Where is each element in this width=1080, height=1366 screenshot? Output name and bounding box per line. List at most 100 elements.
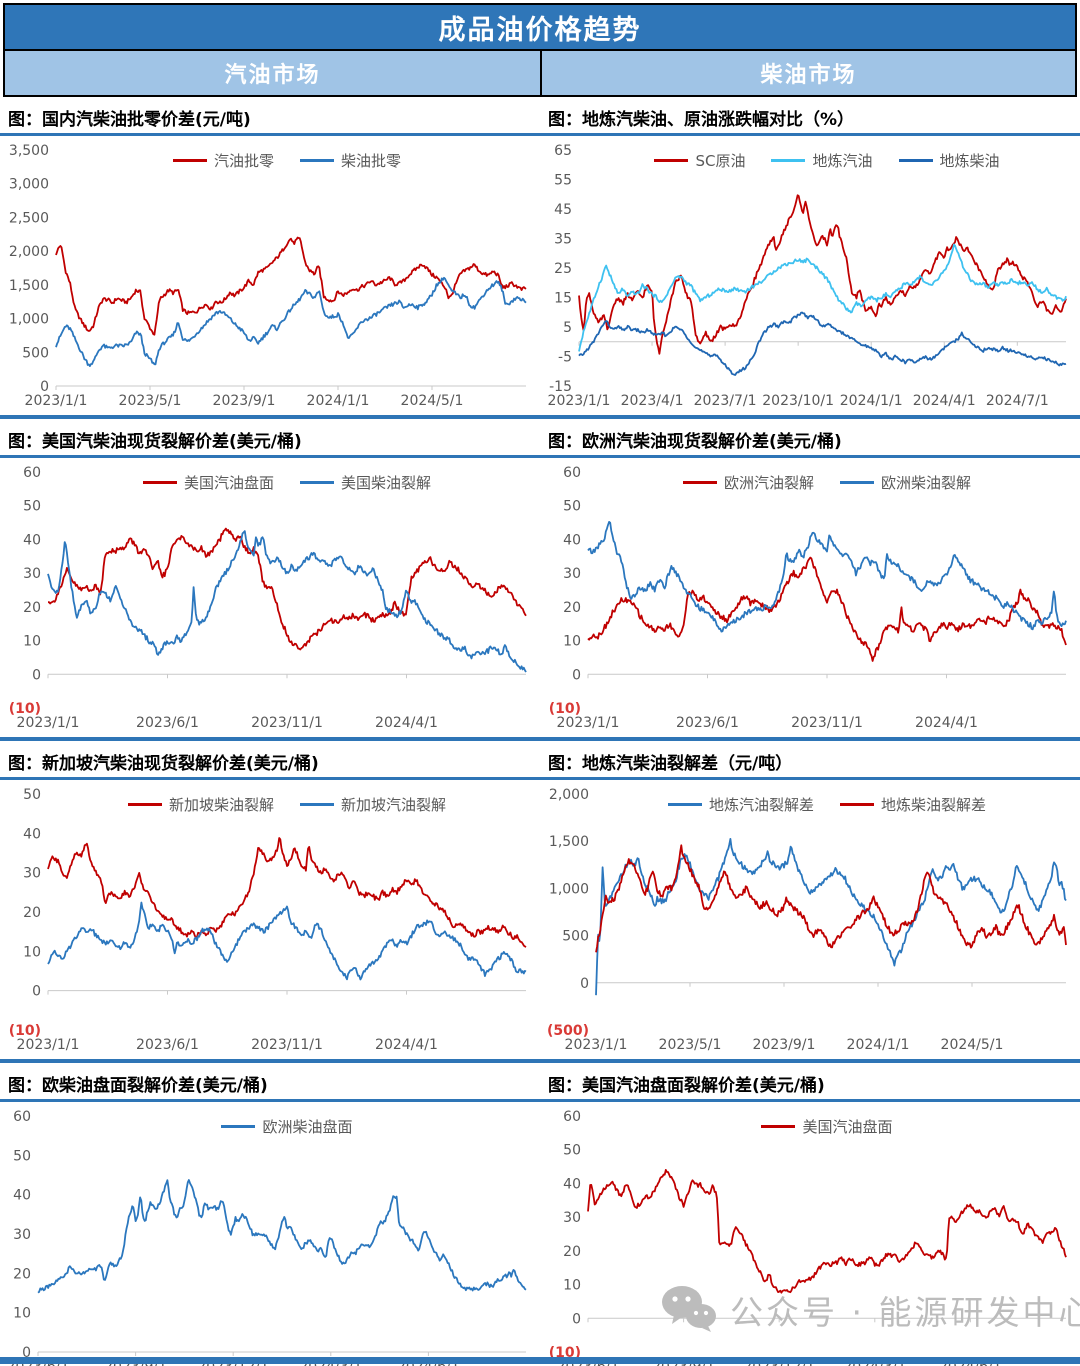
svg-text:55: 55: [554, 173, 572, 189]
svg-text:65: 65: [554, 143, 572, 159]
svg-text:1,500: 1,500: [9, 278, 49, 294]
svg-text:2024/4/1: 2024/4/1: [375, 1037, 438, 1053]
svg-text:60: 60: [23, 465, 41, 481]
series-line-柴油批零: [55, 276, 527, 367]
svg-text:5: 5: [563, 320, 572, 336]
svg-text:60: 60: [13, 1109, 31, 1125]
svg-text:1,500: 1,500: [549, 834, 589, 850]
svg-text:2023/10/1: 2023/10/1: [762, 393, 834, 409]
chart-canvas: (10) 0 10 20 30 40 50 60 2023/1/1 2023/6/1 2023/11…: [549, 465, 1067, 731]
svg-text:10: 10: [563, 1278, 581, 1294]
chart-title-europe-diesel-futures-crack: 图：欧柴油盘面裂解价差(美元/桶): [8, 1076, 268, 1096]
series-line-美国汽油盘面: [48, 527, 527, 651]
series-line-美国汽油盘面: [587, 1169, 1067, 1294]
series-line-美国柴油裂解: [47, 530, 527, 673]
svg-text:2024/4/1: 2024/4/1: [915, 715, 978, 731]
svg-text:2023/7/1: 2023/7/1: [694, 393, 757, 409]
svg-text:30: 30: [23, 866, 41, 882]
series-line-地炼柴油: [578, 311, 1067, 376]
svg-text:2023/6/1: 2023/6/1: [136, 715, 199, 731]
svg-text:20: 20: [13, 1266, 31, 1282]
x-axis-labels: 2023/1/1 2023/4/1 2023/7/1 2023/10/1 2024/1/…: [548, 393, 1049, 409]
svg-text:0: 0: [32, 984, 41, 1000]
svg-text:50: 50: [23, 787, 41, 803]
series-line-欧洲柴油裂解: [587, 521, 1067, 633]
svg-text:2023/6/1: 2023/6/1: [136, 1037, 199, 1053]
svg-text:(10): (10): [9, 1023, 41, 1039]
svg-text:2023/9/1: 2023/9/1: [753, 1037, 816, 1053]
svg-text:30: 30: [563, 566, 581, 582]
svg-text:0: 0: [580, 976, 589, 992]
svg-text:2024/7/1: 2024/7/1: [986, 393, 1049, 409]
svg-text:2023/1/1: 2023/1/1: [565, 1037, 628, 1053]
svg-text:20: 20: [23, 905, 41, 921]
diesel-market-header: 柴油市场: [540, 51, 1075, 95]
svg-text:45: 45: [554, 202, 572, 218]
svg-text:2023/1/1: 2023/1/1: [557, 715, 620, 731]
svg-text:2023/6/1: 2023/6/1: [676, 715, 739, 731]
svg-text:2023/5/1: 2023/5/1: [659, 1037, 722, 1053]
y-axis-labels: (10) 0 10 20 30 40 50 60: [549, 465, 581, 717]
svg-text:(500): (500): [547, 1023, 589, 1039]
svg-text:25: 25: [554, 261, 572, 277]
svg-text:40: 40: [13, 1188, 31, 1204]
x-axis-labels: 2023/1/1 2023/5/1 2023/9/1 2024/1/1 2024/5/1: [565, 1037, 1004, 1053]
chart-title-domestic-wholesale-retail-spread: 图：国内汽柴油批零价差(元/吨): [8, 110, 251, 130]
chart-refinery-crack-spread: (500) 0 500 1,000 1,500 2,000 2023/1/1 2023/5/1…: [540, 780, 1080, 1056]
svg-text:2023/5/1: 2023/5/1: [119, 393, 182, 409]
svg-text:50: 50: [563, 1143, 581, 1159]
chart-title-refinery-crude-change-comparison: 图：地炼汽柴油、原油涨跌幅对比（%）: [548, 110, 855, 130]
series-line-地炼柴油裂解差: [595, 844, 1067, 953]
svg-text:50: 50: [13, 1148, 31, 1164]
svg-text:2,500: 2,500: [9, 210, 49, 226]
report-header: 成品油价格趋势 汽油市场 柴油市场: [3, 3, 1077, 97]
series-line-欧洲柴油盘面: [37, 1179, 527, 1294]
svg-text:0: 0: [32, 667, 41, 683]
market-header-row: 汽油市场 柴油市场: [5, 51, 1075, 95]
svg-text:2,000: 2,000: [9, 244, 49, 260]
svg-text:10: 10: [23, 944, 41, 960]
x-axis-labels: 2023/1/1 2023/6/1 2023/11/1 2024/4/1: [557, 715, 978, 731]
svg-text:40: 40: [563, 532, 581, 548]
svg-text:(10): (10): [9, 701, 41, 717]
svg-text:2023/1/1: 2023/1/1: [548, 393, 611, 409]
svg-text:40: 40: [23, 826, 41, 842]
chart-canvas: 0 500 1,000 1,500 2,000 2,500 3,000 3,500 2023/1…: [9, 143, 527, 409]
chart-row-3-titles: 图：新加坡汽柴油现货裂解价差(美元/桶) 图：地炼汽柴油裂解差（元/吨）: [0, 741, 1080, 780]
chart-canvas: -15 -5 5 15 25 35 45 55 65 2023/1/1 2023/4/1 2023/7…: [548, 143, 1067, 409]
chart-europe-spot-crack-spread: (10) 0 10 20 30 40 50 60 2023/1/1 2023/6/1 2023/11…: [540, 458, 1080, 734]
svg-text:30: 30: [563, 1210, 581, 1226]
svg-text:0: 0: [572, 1311, 581, 1327]
svg-text:20: 20: [563, 1244, 581, 1260]
chart-title-refinery-crack-spread: 图：地炼汽柴油裂解差（元/吨）: [548, 754, 793, 774]
svg-text:2024/4/1: 2024/4/1: [913, 393, 976, 409]
chart-title-singapore-spot-crack-spread: 图：新加坡汽柴油现货裂解价差(美元/桶): [8, 754, 319, 774]
svg-text:500: 500: [562, 929, 589, 945]
svg-text:2023/11/1: 2023/11/1: [251, 715, 323, 731]
chart-canvas: (10)01020304050602023/6/12023/9/12023/12…: [549, 1109, 1067, 1366]
chart-row-3: 图：新加坡汽柴油现货裂解价差(美元/桶) 图：地炼汽柴油裂解差（元/吨） (10…: [0, 737, 1080, 1056]
series-line-新加坡柴油裂解: [47, 837, 527, 948]
svg-text:20: 20: [23, 600, 41, 616]
svg-text:2023/11/1: 2023/11/1: [251, 1037, 323, 1053]
chart-row-4: 图：欧柴油盘面裂解价差(美元/桶) 图：美国汽油盘面裂解价差(美元/桶) 0 10…: [0, 1059, 1080, 1366]
chart-row-1-titles: 图：国内汽柴油批零价差(元/吨) 图：地炼汽柴油、原油涨跌幅对比（%）: [0, 97, 1080, 136]
row-divider: [0, 737, 1080, 741]
svg-text:40: 40: [23, 532, 41, 548]
series-line-新加坡汽油裂解: [47, 901, 527, 981]
series-line-汽油批零: [55, 236, 527, 336]
y-axis-labels: 0 10 20 30 40 50 60: [13, 1109, 31, 1361]
y-axis-labels: (10) 0 10 20 30 40 50: [9, 787, 41, 1039]
svg-text:2024/1/1: 2024/1/1: [847, 1037, 910, 1053]
chart-row-1: 图：国内汽柴油批零价差(元/吨) 图：地炼汽柴油、原油涨跌幅对比（%） 0 500…: [0, 97, 1080, 412]
chart-us-spot-crack-spread: (10) 0 10 20 30 40 50 60 2023/1/1 2023/6/1 2023/11…: [0, 458, 540, 734]
svg-text:50: 50: [563, 499, 581, 515]
svg-text:2024/4/1: 2024/4/1: [375, 715, 438, 731]
chart-title-us-spot-crack-spread: 图：美国汽柴油现货裂解价差(美元/桶): [8, 432, 302, 452]
svg-text:35: 35: [554, 232, 572, 248]
series-line-欧洲汽油裂解: [587, 556, 1067, 662]
row-divider: [0, 1059, 1080, 1063]
y-axis-labels: (500) 0 500 1,000 1,500 2,000: [547, 787, 589, 1039]
y-axis-labels: -15 -5 5 15 25 35 45 55 65: [549, 143, 572, 395]
